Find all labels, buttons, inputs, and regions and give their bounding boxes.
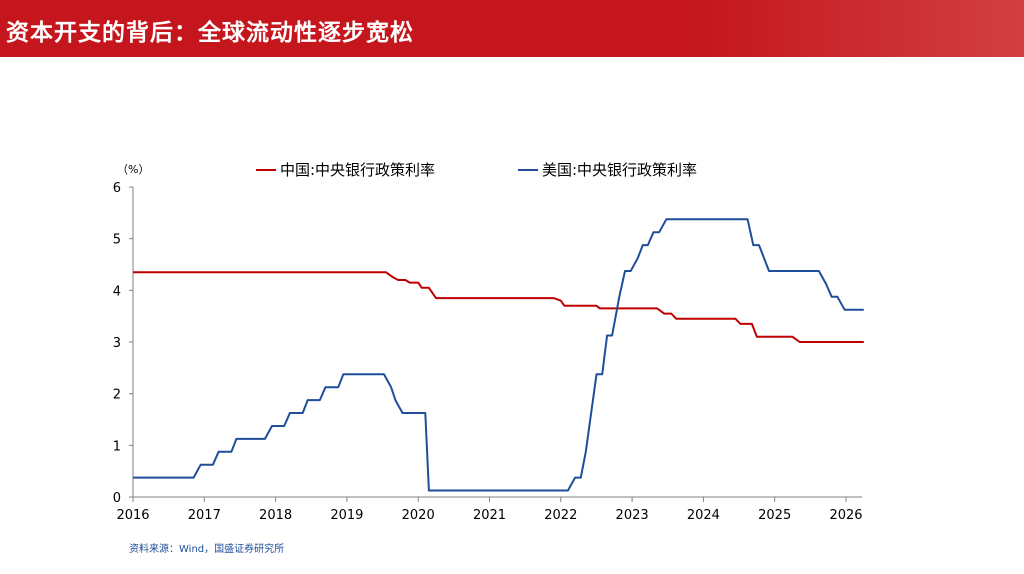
x-tick-label: 2026 [829,508,862,523]
x-tick-label: 2021 [473,508,506,523]
y-axis-unit: （%） [117,163,149,176]
chart-ticks: 0 1 2 3 4 5 6 2016 2017 2018 2019 2020 2021 2022 2023 2… [113,181,863,523]
x-tick-label: 2016 [116,508,149,523]
legend-label-china: 中国:中央银行政策利率 [280,161,435,179]
x-tick-label: 2017 [188,508,221,523]
chart-series [133,218,864,492]
title-bar: 资本开支的背后：全球流动性逐步宽松 [0,0,1024,57]
title-bar-decoration [694,0,1024,57]
y-tick-label: 0 [113,491,121,506]
x-tick-label: 2018 [259,508,292,523]
series-line-china [133,271,864,343]
y-tick-label: 2 [113,388,121,403]
x-tick-label: 2025 [758,508,791,523]
legend-label-us: 美国:中央银行政策利率 [542,161,697,179]
x-tick-label: 2023 [616,508,649,523]
y-tick-label: 6 [113,181,121,196]
x-tick-label: 2024 [687,508,720,523]
chart-axes [132,187,862,498]
page-title: 资本开支的背后：全球流动性逐步宽松 [6,19,414,46]
y-tick-label: 1 [113,439,121,454]
x-tick-label: 2019 [330,508,363,523]
x-tick-label: 2020 [402,508,435,523]
chart-legend: 中国:中央银行政策利率 美国:中央银行政策利率 [256,161,697,179]
y-tick-label: 3 [113,336,121,351]
y-tick-label: 4 [113,284,121,299]
y-tick-label: 5 [113,233,121,248]
source-note: 资料来源：Wind，国盛证券研究所 [129,544,285,555]
series-line-us [133,218,864,492]
x-tick-label: 2022 [544,508,577,523]
